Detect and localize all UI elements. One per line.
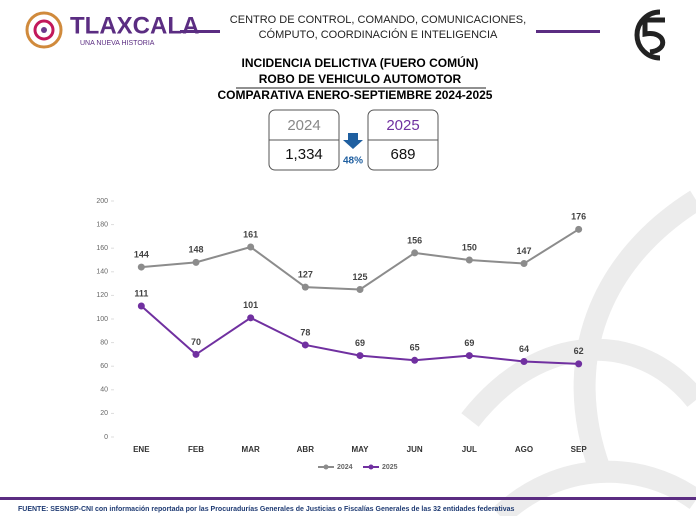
x-tick-label: JUN [407, 445, 423, 454]
point [247, 243, 255, 251]
point [356, 352, 364, 360]
summary-year: 2024 [287, 117, 320, 134]
point [465, 256, 473, 264]
data-label: 65 [410, 343, 420, 353]
point [301, 283, 309, 291]
data-label: 161 [243, 229, 258, 239]
data-label: 64 [519, 344, 529, 354]
y-tick-label: 120 [96, 292, 108, 299]
header-rule [180, 30, 220, 33]
x-tick-label: AGO [515, 445, 533, 454]
data-label: 156 [407, 235, 422, 245]
data-label: 78 [300, 327, 310, 337]
title: INCIDENCIA DELICTIVA (FUERO COMÚN) [242, 55, 479, 70]
data-label: 70 [191, 337, 201, 347]
y-tick-label: 20 [100, 410, 108, 417]
tagline: UNA NUEVA HISTORIA [80, 40, 155, 47]
background-emblem [461, 190, 696, 516]
point [520, 260, 528, 268]
x-tick-label: ABR [297, 445, 315, 454]
legend-marker [323, 464, 329, 470]
y-tick-label: 40 [100, 387, 108, 394]
point [301, 341, 309, 349]
data-label: 148 [188, 245, 203, 255]
y-tick-label: 180 [96, 221, 108, 228]
data-label: 144 [134, 249, 149, 259]
summary-total: 1,334 [285, 146, 323, 163]
legend-label: 2024 [337, 464, 353, 471]
point [356, 286, 364, 293]
point [137, 263, 145, 271]
header-rule [536, 30, 600, 33]
y-tick-label: 100 [96, 316, 108, 323]
down-arrow [343, 133, 363, 149]
point [247, 314, 255, 322]
brand: TLAXCALA [70, 12, 199, 39]
summary-year: 2025 [386, 117, 419, 134]
legend-label: 2025 [382, 464, 398, 471]
title: COMPARATIVA ENERO-SEPTIEMBRE 2024-2025 [218, 88, 493, 102]
point [137, 302, 145, 310]
point [411, 356, 419, 364]
point [192, 350, 200, 358]
c5-logo [634, 9, 665, 61]
x-tick-label: JUL [462, 445, 477, 454]
y-tick-label: 160 [96, 245, 108, 252]
data-label: 150 [462, 242, 477, 252]
summary-total: 689 [390, 146, 415, 163]
point [520, 357, 528, 365]
footer-rule [0, 497, 696, 500]
data-label: 147 [516, 246, 531, 256]
point [575, 360, 583, 368]
data-label: 69 [464, 338, 474, 348]
office-line: CENTRO DE CONTROL, COMANDO, COMUNICACION… [230, 14, 526, 26]
change: 48% [343, 156, 363, 167]
x-tick-label: FEB [188, 445, 204, 454]
y-tick-label: 200 [96, 198, 108, 205]
title: ROBO DE VEHICULO AUTOMOTOR [259, 72, 462, 86]
y-tick-label: 60 [100, 363, 108, 370]
x-tick-label: MAY [351, 445, 369, 454]
point [411, 249, 419, 257]
x-tick-label: ENE [133, 445, 150, 454]
x-tick-label: SEP [571, 445, 588, 454]
chart: 0 20 40 60 80 100 120 140 160 180 200 ENE FEB MAR ABR M… [96, 198, 587, 471]
data-label: 111 [134, 288, 148, 298]
data-label: 127 [298, 270, 313, 280]
office-line: CÓMPUTO, COORDINACIÓN E INTELIGENCIA [259, 28, 498, 41]
y-tick-label: 140 [96, 269, 108, 276]
data-label: 62 [574, 346, 584, 356]
footer: FUENTE: SESNSP-CNI con información repor… [18, 506, 515, 513]
point [575, 225, 583, 233]
point [465, 352, 473, 360]
data-label: 125 [352, 272, 367, 282]
x-tick-label: MAR [242, 445, 260, 454]
legend-marker [368, 464, 374, 470]
logo-flower [25, 11, 63, 49]
data-label: 176 [571, 212, 586, 222]
data-label: 101 [243, 300, 258, 310]
point [192, 258, 200, 266]
y-tick-label: 80 [100, 339, 108, 346]
data-label: 69 [355, 338, 365, 348]
y-tick-label: 0 [104, 434, 108, 441]
